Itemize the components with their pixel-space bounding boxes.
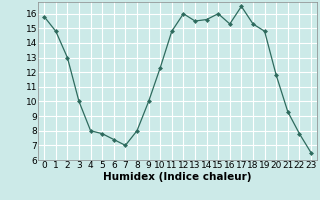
X-axis label: Humidex (Indice chaleur): Humidex (Indice chaleur) [103, 172, 252, 182]
